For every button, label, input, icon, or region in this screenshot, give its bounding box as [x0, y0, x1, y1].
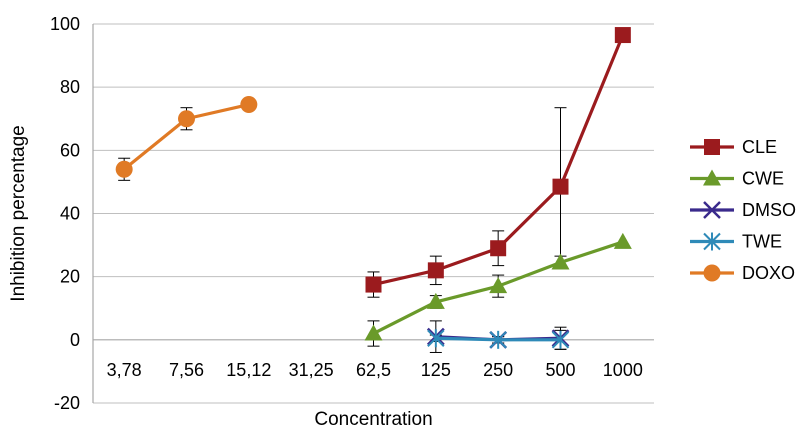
gridlines: [93, 23, 654, 404]
asterisk-marker: [703, 232, 721, 251]
series-twe: [427, 329, 570, 349]
x-tick-label: 7,56: [169, 360, 204, 380]
series-doxo: [115, 96, 258, 178]
x-tick-label: 125: [421, 360, 451, 380]
y-tick-label: 80: [60, 77, 80, 97]
legend-item-twe: TWE: [690, 232, 782, 252]
legend: CLE CWE DMSO TWE DOXO: [690, 137, 796, 283]
asterisk-marker: [551, 330, 570, 349]
y-tick-label: 60: [60, 140, 80, 160]
square-marker: [365, 276, 382, 293]
x-tick-label: 250: [483, 360, 513, 380]
x-marker: [703, 201, 721, 219]
series-cle: [365, 27, 631, 293]
x-tick-label: 3,78: [107, 360, 142, 380]
x-marker-stroke: [703, 201, 721, 219]
x-tick-label: 31,25: [289, 360, 334, 380]
x-tick-label: 15,12: [226, 360, 271, 380]
triangle-marker: [364, 324, 383, 341]
error-bars-cle: [367, 107, 567, 298]
x-axis-title: Concentration: [314, 409, 432, 430]
legend-label: CWE: [742, 169, 784, 189]
legend-label: DOXO: [742, 263, 795, 283]
circle-marker: [703, 264, 721, 282]
y-tick-label: 20: [60, 267, 80, 287]
legend-label: DMSO: [742, 200, 796, 220]
square-marker: [614, 27, 631, 44]
x-tick-label: 1000: [603, 360, 643, 380]
square-marker: [552, 178, 569, 195]
x-tick-label: 500: [545, 360, 575, 380]
triangle-marker: [613, 232, 632, 249]
y-tick-label: 100: [50, 14, 80, 34]
error-bars-cwe: [367, 255, 567, 347]
y-axis-title: Inhibition percentage: [8, 125, 29, 301]
series-group: [115, 27, 632, 353]
circle-marker: [115, 160, 133, 178]
square-marker: [490, 240, 507, 257]
asterisk-marker: [427, 329, 445, 348]
y-tick-label: -20: [54, 393, 80, 413]
triangle-marker: [551, 253, 570, 270]
x-tick-label: 62,5: [356, 360, 391, 380]
asterisk-marker: [489, 330, 507, 349]
square-marker: [427, 262, 444, 279]
circle-marker: [240, 96, 258, 114]
triangle-marker: [489, 277, 508, 294]
circle-marker: [178, 110, 195, 128]
legend-item-doxo: DOXO: [690, 263, 795, 283]
legend-label: TWE: [742, 232, 782, 252]
tick-labels: -20 0 20 40 60 80 100 3,78 7,56 15,12 31,25 62,5 125…: [50, 14, 643, 413]
legend-item-dmso: DMSO: [690, 200, 796, 220]
y-tick-label: 40: [60, 204, 80, 224]
series-cwe: [364, 232, 632, 341]
square-marker: [704, 139, 720, 155]
legend-item-cwe: CWE: [690, 169, 784, 189]
legend-label: CLE: [742, 137, 777, 157]
y-tick-label: 0: [70, 330, 80, 350]
triangle-marker: [703, 169, 721, 186]
triangle-marker: [426, 292, 445, 309]
legend-item-cle: CLE: [690, 137, 777, 157]
